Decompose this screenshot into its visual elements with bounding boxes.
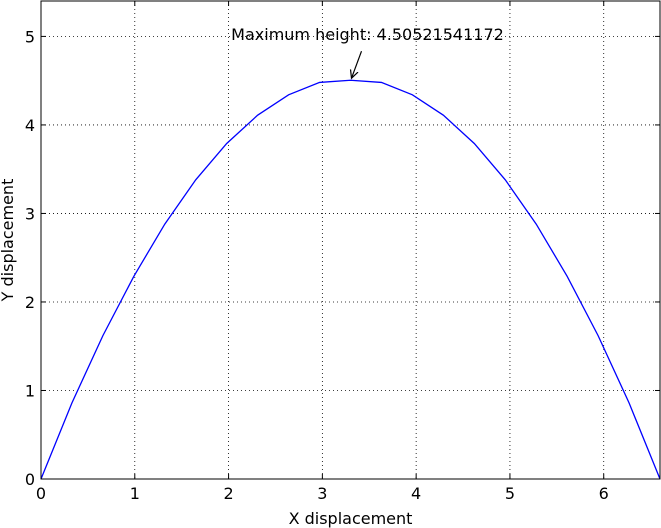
- x-tick-label: 2: [223, 484, 233, 503]
- annotation: Maximum height: 4.50521541172: [231, 25, 504, 78]
- y-tick-label: 5: [25, 27, 35, 46]
- y-tick-label: 3: [25, 204, 35, 223]
- grid-lines: [41, 1, 660, 479]
- annotation-text: Maximum height: 4.50521541172: [231, 25, 504, 44]
- x-axis-label: X displacement: [289, 509, 413, 528]
- y-tick-label: 2: [25, 293, 35, 312]
- y-tick-label: 0: [25, 470, 35, 489]
- plot-frame: [40, 0, 661, 480]
- x-tick-label: 1: [130, 484, 140, 503]
- x-tick-label: 5: [505, 484, 515, 503]
- y-axis-label: Y displacement: [0, 179, 17, 303]
- x-tick-label: 3: [317, 484, 327, 503]
- x-tick-label: 6: [599, 484, 609, 503]
- annotation-arrow: [352, 51, 363, 78]
- tick-layer: 0 1 2 3 4 5 6 0 1 2 3 4 5: [25, 1, 660, 503]
- series-layer: [40, 79, 661, 480]
- y-tick-label: 1: [25, 381, 35, 400]
- x-tick-label: 0: [36, 484, 46, 503]
- x-tick-label: 4: [411, 484, 421, 503]
- trajectory-line: [40, 79, 661, 480]
- y-tick-label: 4: [25, 116, 35, 135]
